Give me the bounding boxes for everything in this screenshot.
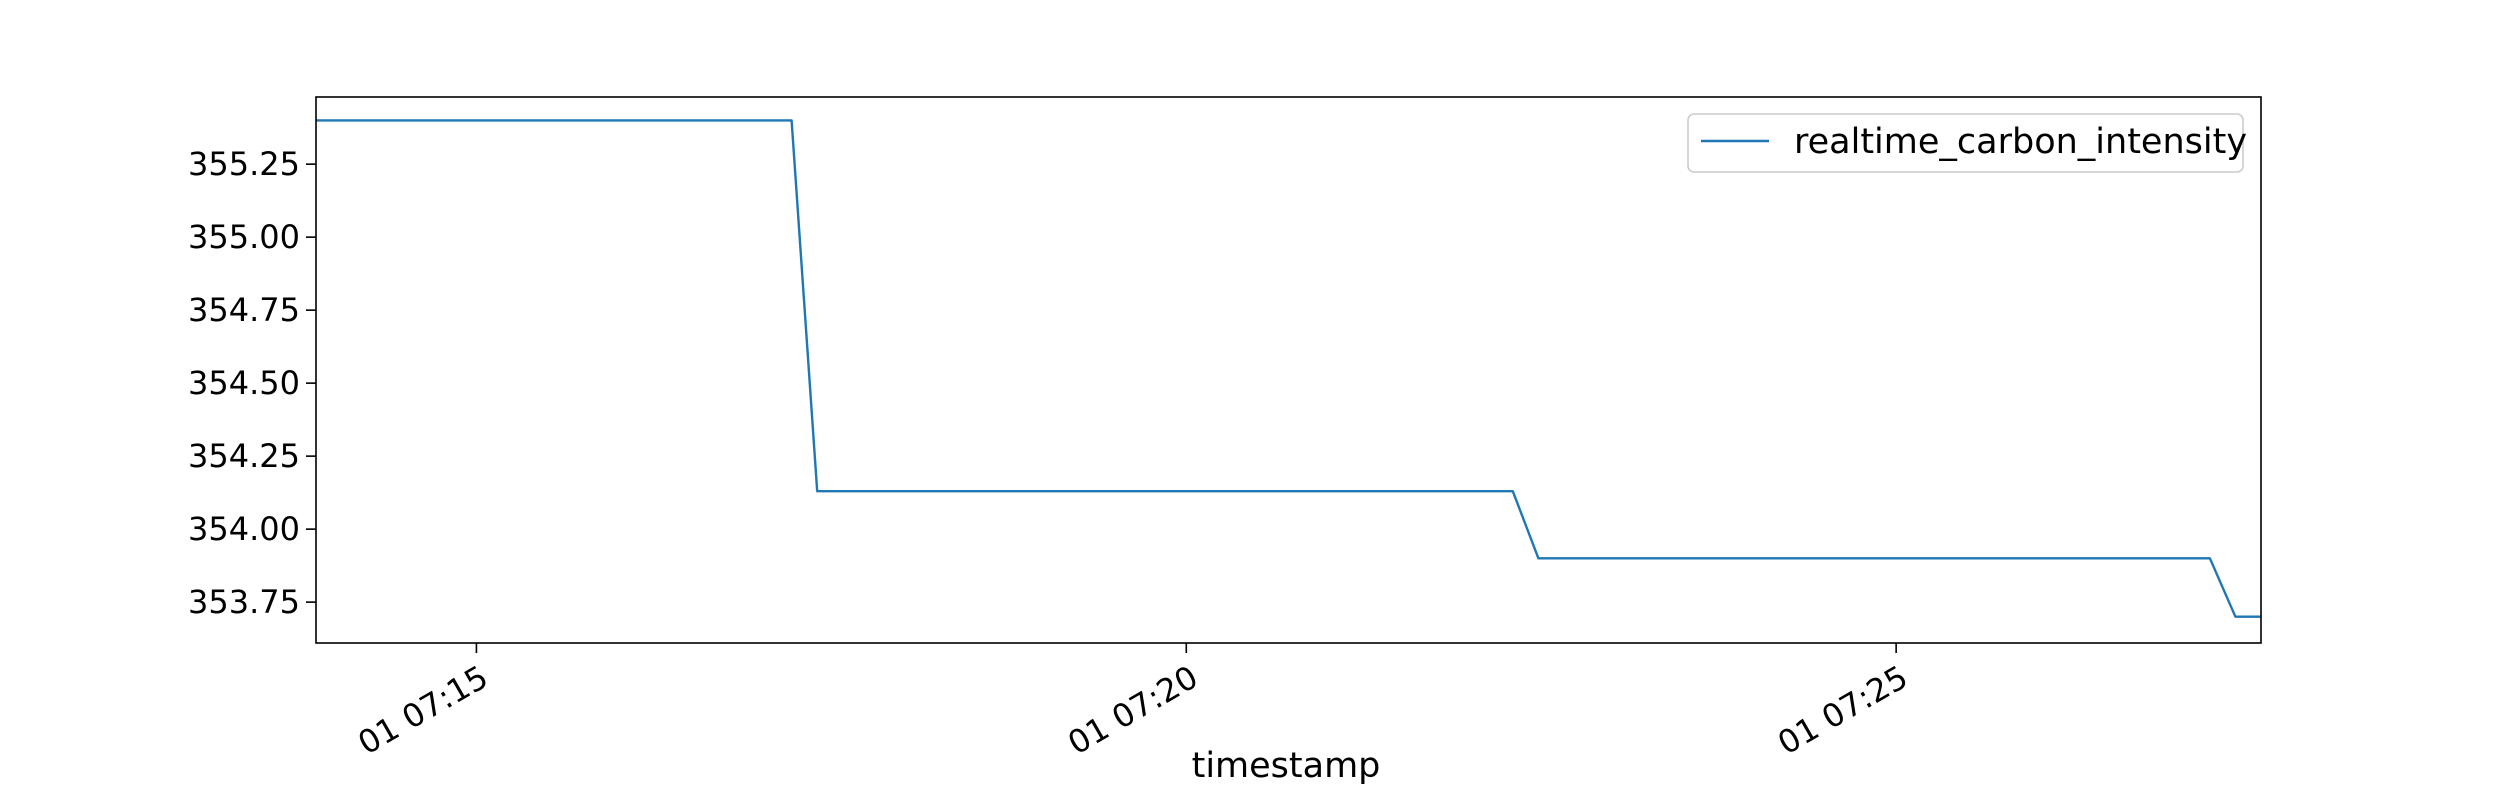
y-tick-label: 354.00 — [188, 510, 300, 548]
y-axis: 353.75 354.00 354.25 354.50 354.75 355.00 355.… — [188, 145, 316, 621]
y-tick-label: 355.00 — [188, 218, 300, 256]
y-tick-label: 354.50 — [188, 364, 300, 402]
y-tick-label: 353.75 — [188, 583, 300, 621]
plot-frame — [315, 96, 2262, 644]
plot-area — [316, 97, 2261, 643]
legend-box — [1687, 113, 2244, 173]
y-tick-label: 354.75 — [188, 291, 300, 329]
legend-series-label: realtime_carbon_intensity — [1794, 122, 2247, 162]
y-tick-label: 355.25 — [188, 145, 300, 183]
legend: realtime_carbon_intensity — [1687, 113, 2247, 173]
x-axis: 01 07:15 01 07:20 01 07:25 — [351, 643, 1914, 762]
series-layer — [316, 119, 2261, 618]
x-tick-label: 01 07:25 — [1771, 658, 1914, 762]
x-tick-label: 01 07:20 — [1061, 658, 1204, 762]
x-axis-title: timestamp — [1192, 746, 1381, 786]
y-tick-label: 354.25 — [188, 437, 300, 475]
x-tick-label: 01 07:15 — [351, 658, 494, 762]
series-line — [316, 119, 2261, 618]
